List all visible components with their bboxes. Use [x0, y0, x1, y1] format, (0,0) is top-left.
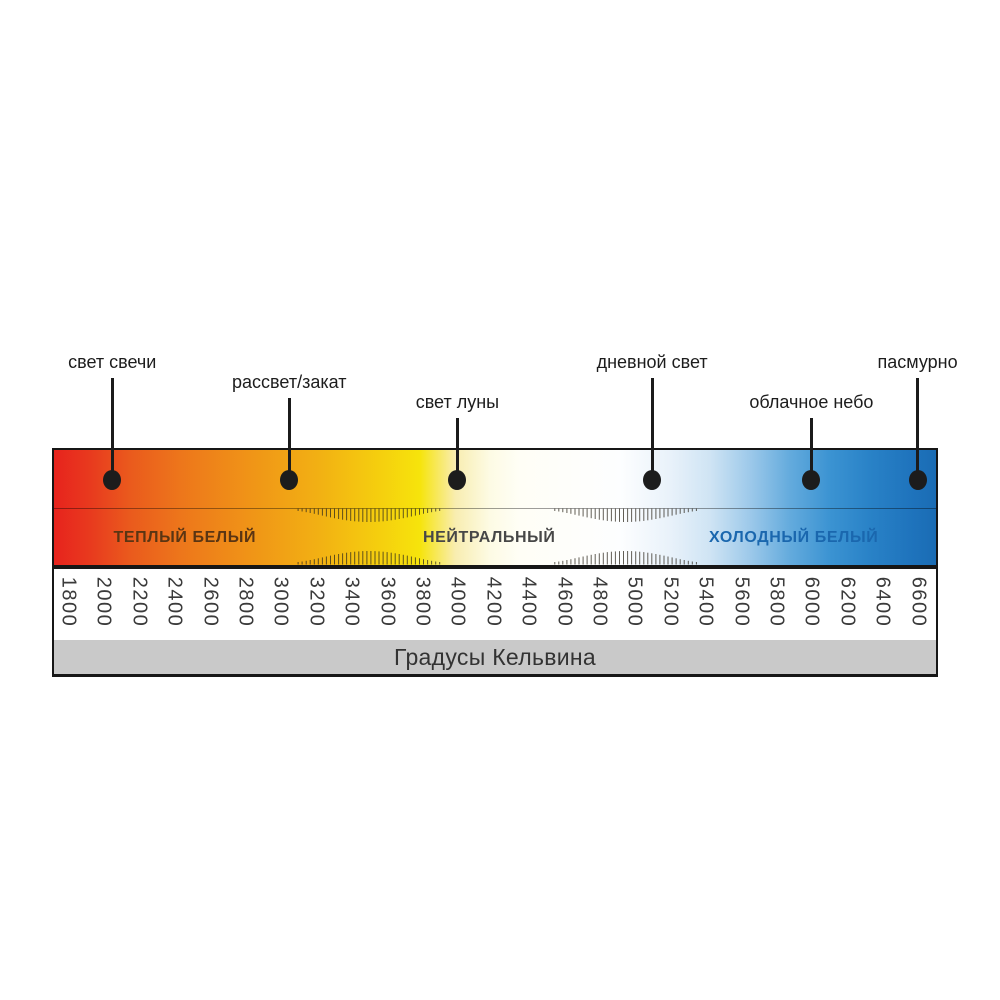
axis-tick-label: 3600 — [376, 576, 399, 628]
marker-dot-overcast — [908, 470, 927, 490]
axis-tick-label: 2000 — [92, 576, 115, 628]
axis-tick-label: 4400 — [517, 576, 540, 628]
axis-tick-label: 4800 — [588, 576, 611, 628]
bar-axis-separator — [54, 565, 936, 569]
zone-divider-line — [54, 508, 936, 509]
axis-tick-label: 4600 — [553, 576, 576, 628]
callout-label-daylight: дневной свет — [596, 352, 708, 372]
axis-tick-label: 3200 — [305, 576, 328, 628]
scale-figure: Градусы Кельвина — [52, 448, 938, 677]
axis-title-band: Градусы Кельвина — [54, 640, 936, 674]
axis-tick-label: 5800 — [765, 576, 788, 628]
axis-tick-label: 4000 — [446, 576, 469, 628]
axis-tick-label: 2200 — [128, 576, 151, 628]
callout-leader-line-daylight — [650, 378, 654, 480]
axis-tick-label: 2800 — [234, 576, 257, 628]
axis-tick-label: 5200 — [659, 576, 682, 628]
callout-leader-line-dawn-sunset — [287, 398, 291, 480]
zone-label-neutral: НЕЙТРАЛЬНЫЙ — [422, 529, 556, 546]
callout-leader-line-cloudy-sky — [809, 418, 813, 480]
callout-label-candle-light: свет свечи — [68, 352, 157, 372]
axis-tick-label: 3400 — [340, 576, 363, 628]
axis-tick-label: 4200 — [482, 576, 505, 628]
axis-tick-label: 3000 — [269, 576, 292, 628]
callout-leader-line-overcast — [916, 378, 920, 480]
axis-tick-label: 6200 — [836, 576, 859, 628]
callout-label-cloudy-sky: облачное небо — [749, 392, 874, 412]
axis-tick-label: 2600 — [199, 576, 222, 628]
axis-tick-label: 5400 — [694, 576, 717, 628]
callout-label-overcast: пасмурно — [877, 352, 958, 372]
axis-tick-label: 6000 — [800, 576, 823, 628]
axis-title: Градусы Кельвина — [393, 643, 597, 670]
marker-dot-cloudy-sky — [802, 470, 821, 490]
callout-leader-line-moon-light — [455, 418, 459, 480]
axis-tick-label: 2400 — [163, 576, 186, 628]
zone-label-cold-white: ХОЛОДНЫЙ БЕЛЫЙ — [709, 529, 879, 546]
axis-tick-label: 5000 — [623, 576, 646, 628]
axis-tick-label: 6600 — [907, 576, 930, 628]
callout-label-dawn-sunset: рассвет/закат — [232, 372, 347, 392]
marker-dot-daylight — [643, 470, 662, 490]
axis-tick-label: 6400 — [871, 576, 894, 628]
axis-tick-label: 1800 — [57, 576, 80, 628]
marker-dot-dawn-sunset — [280, 470, 299, 490]
callout-label-moon-light: свет луны — [415, 392, 500, 412]
marker-dot-moon-light — [448, 470, 467, 490]
axis-tick-label: 3800 — [411, 576, 434, 628]
kelvin-scale-area — [54, 569, 936, 640]
zone-label-warm-white: ТЕПЛЫЙ БЕЛЫЙ — [113, 529, 257, 546]
axis-tick-label: 5600 — [730, 576, 753, 628]
callout-leader-line-candle-light — [110, 378, 114, 480]
color-temperature-gradient-bar — [54, 450, 936, 565]
marker-dot-candle-light — [103, 470, 122, 490]
